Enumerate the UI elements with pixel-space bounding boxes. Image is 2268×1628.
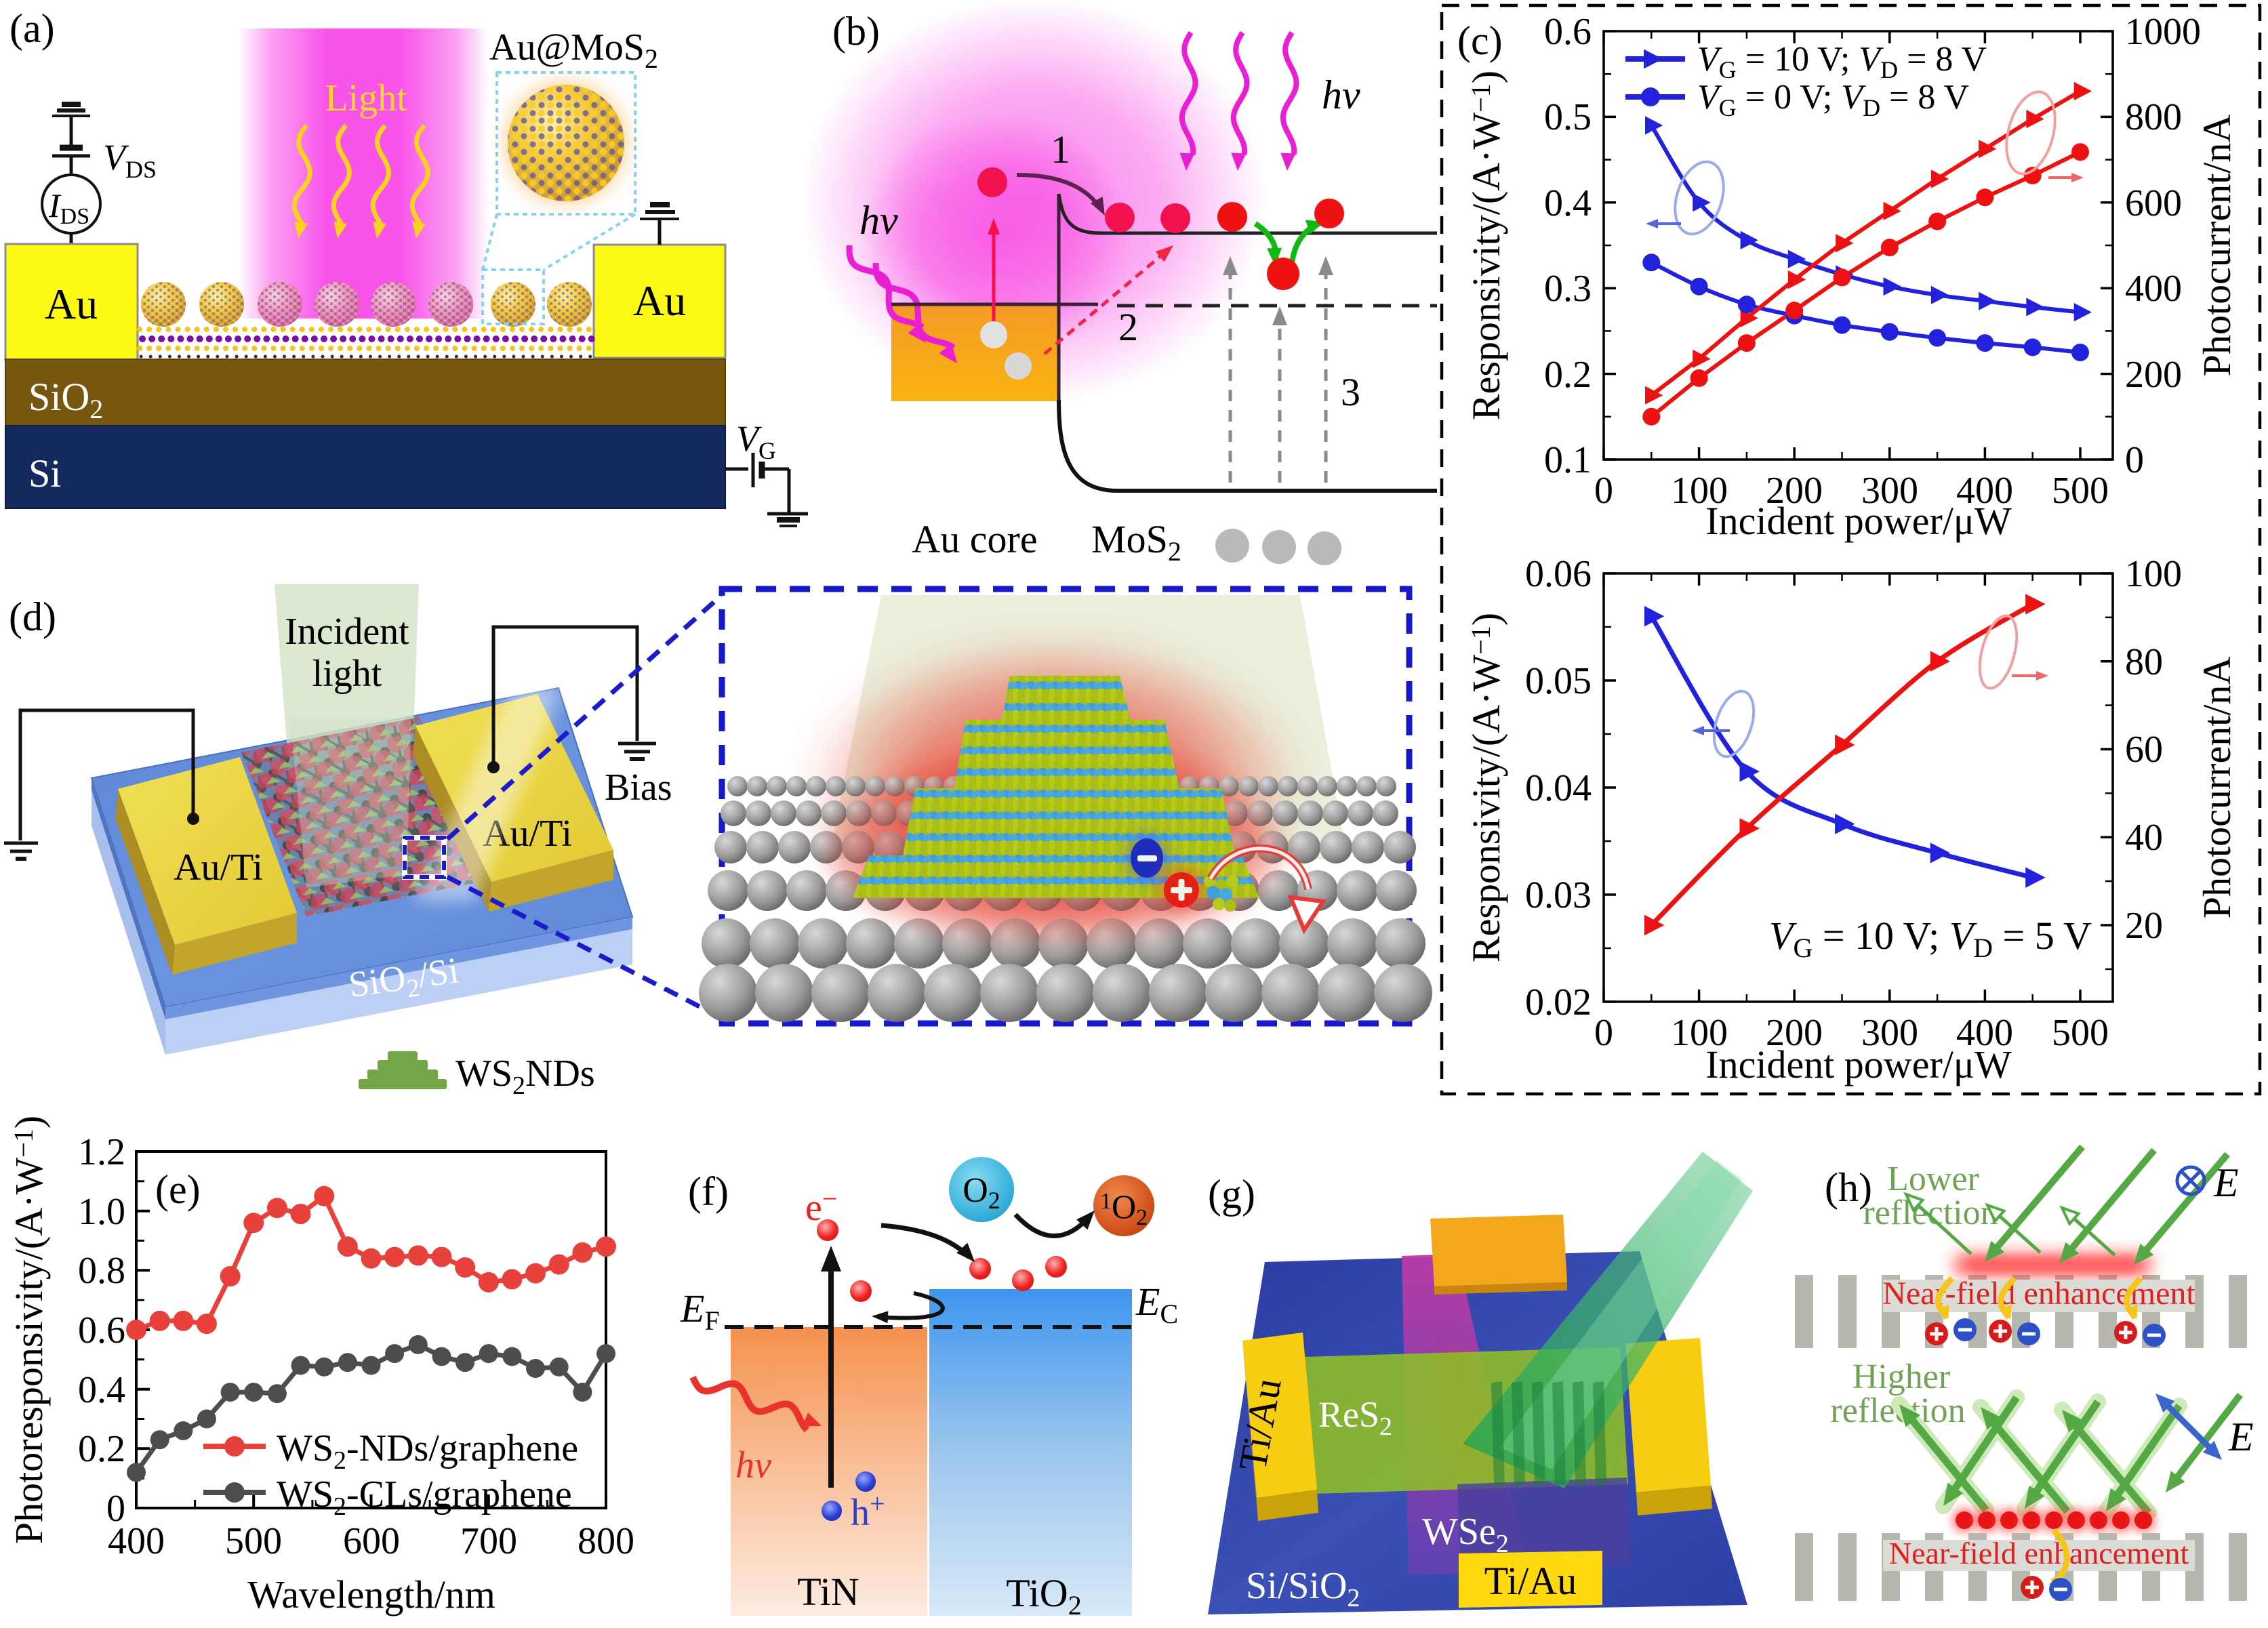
svg-text:0.6: 0.6 — [78, 1309, 125, 1351]
svg-text:0: 0 — [106, 1488, 125, 1530]
svg-text:Higher: Higher — [1852, 1358, 1950, 1396]
svg-text:light: light — [312, 653, 382, 695]
svg-text:0.2: 0.2 — [78, 1428, 125, 1470]
svg-text:0.06: 0.06 — [1525, 553, 1592, 595]
svg-text:500: 500 — [2052, 1012, 2109, 1054]
svg-text:Au: Au — [45, 280, 98, 328]
svg-text:WSe2: WSe2 — [1422, 1511, 1509, 1558]
svg-text:700: 700 — [460, 1520, 517, 1562]
svg-text:400: 400 — [2125, 268, 2182, 310]
svg-text:20: 20 — [2125, 905, 2163, 947]
svg-text:(g): (g) — [1208, 1172, 1255, 1217]
svg-text:200: 200 — [1766, 1012, 1823, 1054]
svg-text:Light: Light — [325, 77, 407, 119]
svg-text:Au: Au — [633, 277, 686, 325]
svg-text:600: 600 — [2125, 182, 2182, 224]
svg-text:(e): (e) — [155, 1167, 201, 1212]
svg-text:1.2: 1.2 — [78, 1131, 125, 1173]
svg-text:0.8: 0.8 — [78, 1250, 125, 1292]
svg-text:400: 400 — [1956, 470, 2013, 512]
svg-text:EC: EC — [1135, 1280, 1178, 1329]
svg-text:100: 100 — [2125, 553, 2182, 595]
svg-text:E: E — [2228, 1415, 2254, 1459]
svg-text:Responsivity/(A·W−1): Responsivity/(A·W−1) — [1464, 613, 1508, 962]
svg-text:(a): (a) — [9, 6, 55, 51]
svg-text:800: 800 — [578, 1520, 634, 1562]
svg-text:400: 400 — [108, 1520, 165, 1562]
svg-text:600: 600 — [343, 1520, 400, 1562]
svg-text:VG = 10 V; VD = 5 V: VG = 10 V; VD = 5 V — [1769, 914, 2092, 963]
svg-text:WS2-NDs/graphene: WS2-NDs/graphene — [277, 1427, 578, 1475]
svg-text:(h): (h) — [1825, 1165, 1872, 1210]
svg-text:Au core: Au core — [912, 517, 1037, 561]
svg-text:300: 300 — [1861, 1012, 1918, 1054]
svg-text:VG = 0 V; VD = 8 V: VG = 0 V; VD = 8 V — [1697, 78, 1969, 121]
svg-text:Responsivity/(A·W−1): Responsivity/(A·W−1) — [1464, 70, 1508, 420]
svg-text:400: 400 — [1956, 1012, 2013, 1054]
svg-text:(b): (b) — [832, 9, 880, 54]
svg-text:0.04: 0.04 — [1525, 767, 1592, 809]
svg-text:VG = 10 V; VD = 8 V: VG = 10 V; VD = 8 V — [1697, 40, 1987, 83]
svg-text:hν: hν — [859, 198, 898, 243]
svg-text:60: 60 — [2125, 729, 2163, 771]
svg-text:Incident power/μW: Incident power/μW — [1705, 1042, 2012, 1086]
svg-text:(f): (f) — [688, 1169, 729, 1214]
svg-text:Au@MoS2: Au@MoS2 — [489, 26, 658, 74]
svg-text:1O2: 1O2 — [1100, 1187, 1148, 1230]
svg-text:800: 800 — [2125, 96, 2182, 138]
svg-text:3: 3 — [1341, 370, 1360, 414]
svg-text:Near-field enhancement: Near-field enhancement — [1889, 1536, 2189, 1570]
svg-text:0.4: 0.4 — [78, 1369, 125, 1411]
svg-text:Bias: Bias — [605, 767, 672, 809]
svg-text:0: 0 — [2125, 439, 2144, 481]
svg-text:0.4: 0.4 — [1544, 182, 1592, 224]
svg-text:E: E — [2213, 1160, 2239, 1205]
svg-text:Si/SiO2: Si/SiO2 — [1246, 1565, 1360, 1612]
svg-text:WS2-CLs/graphene: WS2-CLs/graphene — [277, 1473, 572, 1521]
svg-text:WS2NDs: WS2NDs — [455, 1053, 595, 1100]
svg-text:Incident power/μW: Incident power/μW — [1705, 499, 2012, 543]
svg-text:O2: O2 — [963, 1171, 1000, 1214]
svg-text:Near-field enhancement: Near-field enhancement — [1882, 1276, 2195, 1311]
svg-text:1.0: 1.0 — [78, 1191, 125, 1233]
svg-text:Photoresponsivity/(A·W−1): Photoresponsivity/(A·W−1) — [7, 1116, 51, 1544]
svg-text:MoS2: MoS2 — [1091, 517, 1181, 567]
svg-text:200: 200 — [2125, 354, 2182, 396]
svg-text:0: 0 — [1594, 1012, 1613, 1054]
svg-text:0.03: 0.03 — [1525, 874, 1592, 916]
svg-text:0.6: 0.6 — [1544, 11, 1592, 53]
svg-text:100: 100 — [1671, 470, 1728, 512]
svg-text:Au/Ti: Au/Ti — [174, 847, 263, 889]
svg-text:Incident: Incident — [285, 611, 409, 653]
svg-text:0.05: 0.05 — [1525, 660, 1592, 702]
svg-text:0: 0 — [1594, 470, 1613, 512]
svg-text:300: 300 — [1861, 470, 1918, 512]
svg-text:Photocurrent/nA: Photocurrent/nA — [2195, 115, 2239, 377]
svg-text:0.1: 0.1 — [1544, 439, 1592, 481]
svg-text:Ti/Au: Ti/Au — [1484, 1559, 1577, 1603]
svg-text:0.3: 0.3 — [1544, 268, 1592, 310]
svg-text:0.5: 0.5 — [1544, 96, 1592, 138]
svg-text:0.02: 0.02 — [1525, 981, 1592, 1023]
svg-text:Lower: Lower — [1887, 1160, 1979, 1198]
svg-text:1: 1 — [1051, 127, 1070, 171]
svg-text:200: 200 — [1766, 470, 1823, 512]
svg-text:Wavelength/nm: Wavelength/nm — [247, 1572, 495, 1616]
svg-text:TiN: TiN — [797, 1570, 859, 1614]
svg-text:100: 100 — [1671, 1012, 1728, 1054]
svg-text:0.2: 0.2 — [1544, 354, 1592, 396]
svg-text:1000: 1000 — [2125, 11, 2201, 53]
svg-text:40: 40 — [2125, 817, 2163, 859]
svg-text:(c): (c) — [1457, 18, 1503, 63]
svg-text:Photocurrent/nA: Photocurrent/nA — [2195, 657, 2239, 919]
svg-text:Si: Si — [28, 451, 61, 495]
svg-text:hν: hν — [735, 1444, 771, 1486]
svg-text:hν: hν — [1322, 73, 1360, 117]
svg-text:reflection: reflection — [1863, 1194, 1998, 1232]
svg-text:80: 80 — [2125, 641, 2163, 683]
svg-text:500: 500 — [2052, 470, 2109, 512]
svg-text:500: 500 — [225, 1520, 282, 1562]
svg-text:(d): (d) — [9, 594, 56, 639]
svg-text:2: 2 — [1118, 305, 1138, 349]
